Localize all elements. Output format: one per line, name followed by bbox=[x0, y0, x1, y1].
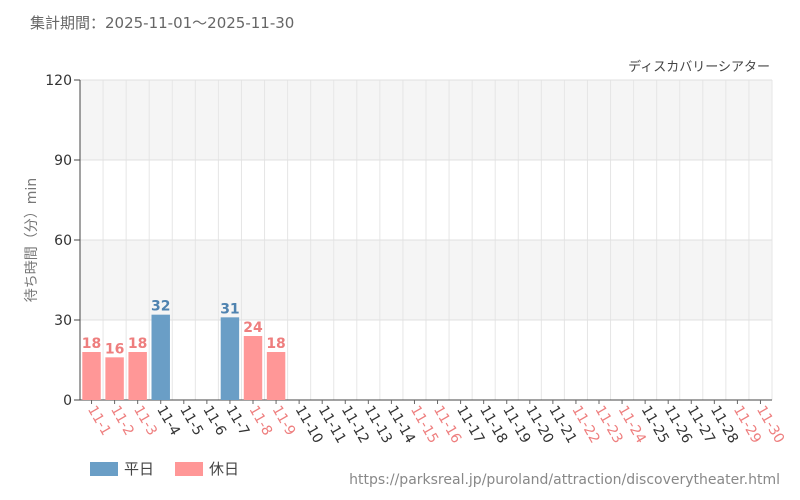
bar-value-label-11-7: 31 bbox=[220, 301, 239, 317]
bar-11-1 bbox=[82, 352, 101, 400]
y-axis-label: 待ち時間（分）min bbox=[24, 178, 40, 302]
bar-11-3 bbox=[128, 352, 147, 400]
x-tick-label-11-9: 11-9 bbox=[269, 403, 299, 439]
attraction-name-label: ディスカバリーシアター bbox=[628, 59, 770, 75]
bar-value-label-11-3: 18 bbox=[128, 336, 147, 352]
x-tick-label-11-5: 11-5 bbox=[176, 403, 206, 439]
bar-value-label-11-9: 18 bbox=[266, 336, 285, 352]
bar-value-label-11-1: 18 bbox=[82, 336, 101, 352]
bar-value-label-11-4: 32 bbox=[151, 299, 170, 315]
legend-item-holiday: 休日 bbox=[175, 458, 239, 479]
y-tick-label: 60 bbox=[54, 233, 72, 249]
x-tick-label-11-3: 11-3 bbox=[130, 403, 160, 439]
period-label: 集計期間：2025-11-01～2025-11-30 bbox=[30, 14, 295, 32]
x-tick-label-11-4: 11-4 bbox=[153, 403, 183, 439]
x-tick-label-11-2: 11-2 bbox=[107, 403, 137, 439]
y-tick-label: 120 bbox=[45, 73, 72, 89]
y-tick-label: 90 bbox=[54, 153, 72, 169]
x-tick-label-11-6: 11-6 bbox=[199, 403, 229, 439]
bar-value-label-11-2: 16 bbox=[105, 341, 124, 357]
bar-11-4 bbox=[151, 314, 170, 400]
bar-11-2 bbox=[105, 357, 124, 400]
legend-swatch-weekday bbox=[90, 461, 118, 476]
legend-label-weekday: 平日 bbox=[124, 460, 155, 478]
bar-11-9 bbox=[266, 352, 286, 400]
bar-11-8 bbox=[243, 336, 263, 400]
x-tick-label-11-1: 11-1 bbox=[84, 403, 114, 439]
legend-swatch-holiday bbox=[175, 461, 203, 476]
wait-time-bar-chart: 0306090120待ち時間（分）minディスカバリーシアター1811-1161… bbox=[24, 59, 787, 446]
source-url-link[interactable]: https://parksreal.jp/puroland/attraction… bbox=[349, 472, 780, 488]
bar-value-label-11-8: 24 bbox=[243, 320, 263, 336]
y-tick-label: 0 bbox=[63, 393, 72, 409]
x-tick-label-11-8: 11-8 bbox=[246, 403, 276, 439]
x-tick-label-11-7: 11-7 bbox=[222, 403, 252, 439]
bar-11-7 bbox=[220, 317, 240, 400]
legend-item-weekday: 平日 bbox=[90, 458, 154, 479]
y-tick-label: 30 bbox=[54, 313, 72, 329]
legend-label-holiday: 休日 bbox=[209, 460, 240, 478]
